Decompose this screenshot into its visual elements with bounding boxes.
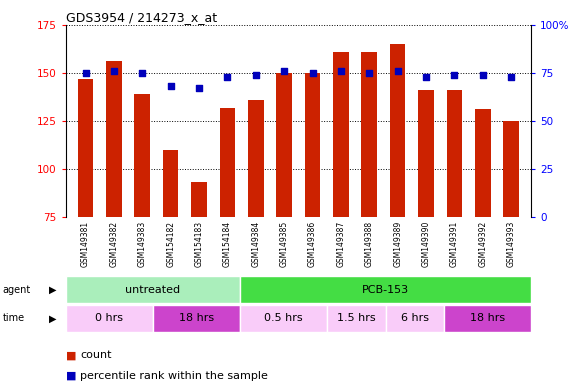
Bar <box>248 100 264 217</box>
Text: ▶: ▶ <box>49 313 57 323</box>
Bar <box>135 94 150 217</box>
Text: untreated: untreated <box>126 285 180 295</box>
Bar <box>240 305 327 332</box>
Point <box>138 70 147 76</box>
Text: PCB-153: PCB-153 <box>362 285 409 295</box>
Point <box>308 70 317 76</box>
Point <box>393 68 402 74</box>
Text: 18 hrs: 18 hrs <box>470 313 505 323</box>
Bar <box>418 90 434 217</box>
Text: percentile rank within the sample: percentile rank within the sample <box>80 371 268 381</box>
Text: GSM154182: GSM154182 <box>166 220 175 266</box>
Text: 0.5 hrs: 0.5 hrs <box>264 313 303 323</box>
Text: ▶: ▶ <box>49 285 57 295</box>
Text: GSM149383: GSM149383 <box>138 220 147 267</box>
Point <box>166 83 175 89</box>
Bar <box>276 73 292 217</box>
Point <box>280 68 289 74</box>
Text: GDS3954 / 214273_x_at: GDS3954 / 214273_x_at <box>66 11 217 24</box>
Point <box>109 68 118 74</box>
Bar <box>78 79 93 217</box>
Text: GSM154183: GSM154183 <box>195 220 203 267</box>
Point <box>365 70 374 76</box>
Text: 1.5 hrs: 1.5 hrs <box>337 313 376 323</box>
Text: GSM149389: GSM149389 <box>393 220 402 267</box>
Bar <box>106 61 122 217</box>
Text: GSM149393: GSM149393 <box>506 220 516 267</box>
Text: 6 hrs: 6 hrs <box>401 313 429 323</box>
Text: 18 hrs: 18 hrs <box>179 313 214 323</box>
Text: 0 hrs: 0 hrs <box>95 313 123 323</box>
Point <box>336 68 345 74</box>
Bar <box>361 52 377 217</box>
Bar <box>153 305 240 332</box>
Bar <box>390 44 405 217</box>
Text: GSM154184: GSM154184 <box>223 220 232 267</box>
Text: GSM149384: GSM149384 <box>251 220 260 267</box>
Text: GSM149387: GSM149387 <box>336 220 345 267</box>
Text: ■: ■ <box>66 371 76 381</box>
Bar <box>333 52 349 217</box>
Text: GSM149391: GSM149391 <box>450 220 459 267</box>
Text: GSM149388: GSM149388 <box>365 220 374 267</box>
Text: GSM149381: GSM149381 <box>81 220 90 267</box>
Bar <box>444 305 531 332</box>
Point <box>421 74 431 80</box>
Text: count: count <box>80 350 111 360</box>
Bar <box>240 276 531 303</box>
Point <box>478 72 488 78</box>
Bar <box>191 182 207 217</box>
Text: GSM149385: GSM149385 <box>280 220 289 267</box>
Bar <box>163 150 179 217</box>
Bar <box>305 73 320 217</box>
Bar <box>327 305 385 332</box>
Point <box>251 72 260 78</box>
Text: ■: ■ <box>66 350 76 360</box>
Text: agent: agent <box>3 285 31 295</box>
Bar <box>66 276 240 303</box>
Text: time: time <box>3 313 25 323</box>
Point <box>506 74 516 80</box>
Text: GSM149392: GSM149392 <box>478 220 487 267</box>
Point <box>223 74 232 80</box>
Text: GSM149390: GSM149390 <box>421 220 431 267</box>
Bar <box>66 305 153 332</box>
Bar <box>220 108 235 217</box>
Bar <box>385 305 444 332</box>
Text: GSM149386: GSM149386 <box>308 220 317 267</box>
Point <box>195 85 204 91</box>
Bar <box>475 109 490 217</box>
Bar <box>447 90 462 217</box>
Point <box>450 72 459 78</box>
Bar <box>504 121 519 217</box>
Text: GSM149382: GSM149382 <box>110 220 118 267</box>
Point <box>81 70 90 76</box>
